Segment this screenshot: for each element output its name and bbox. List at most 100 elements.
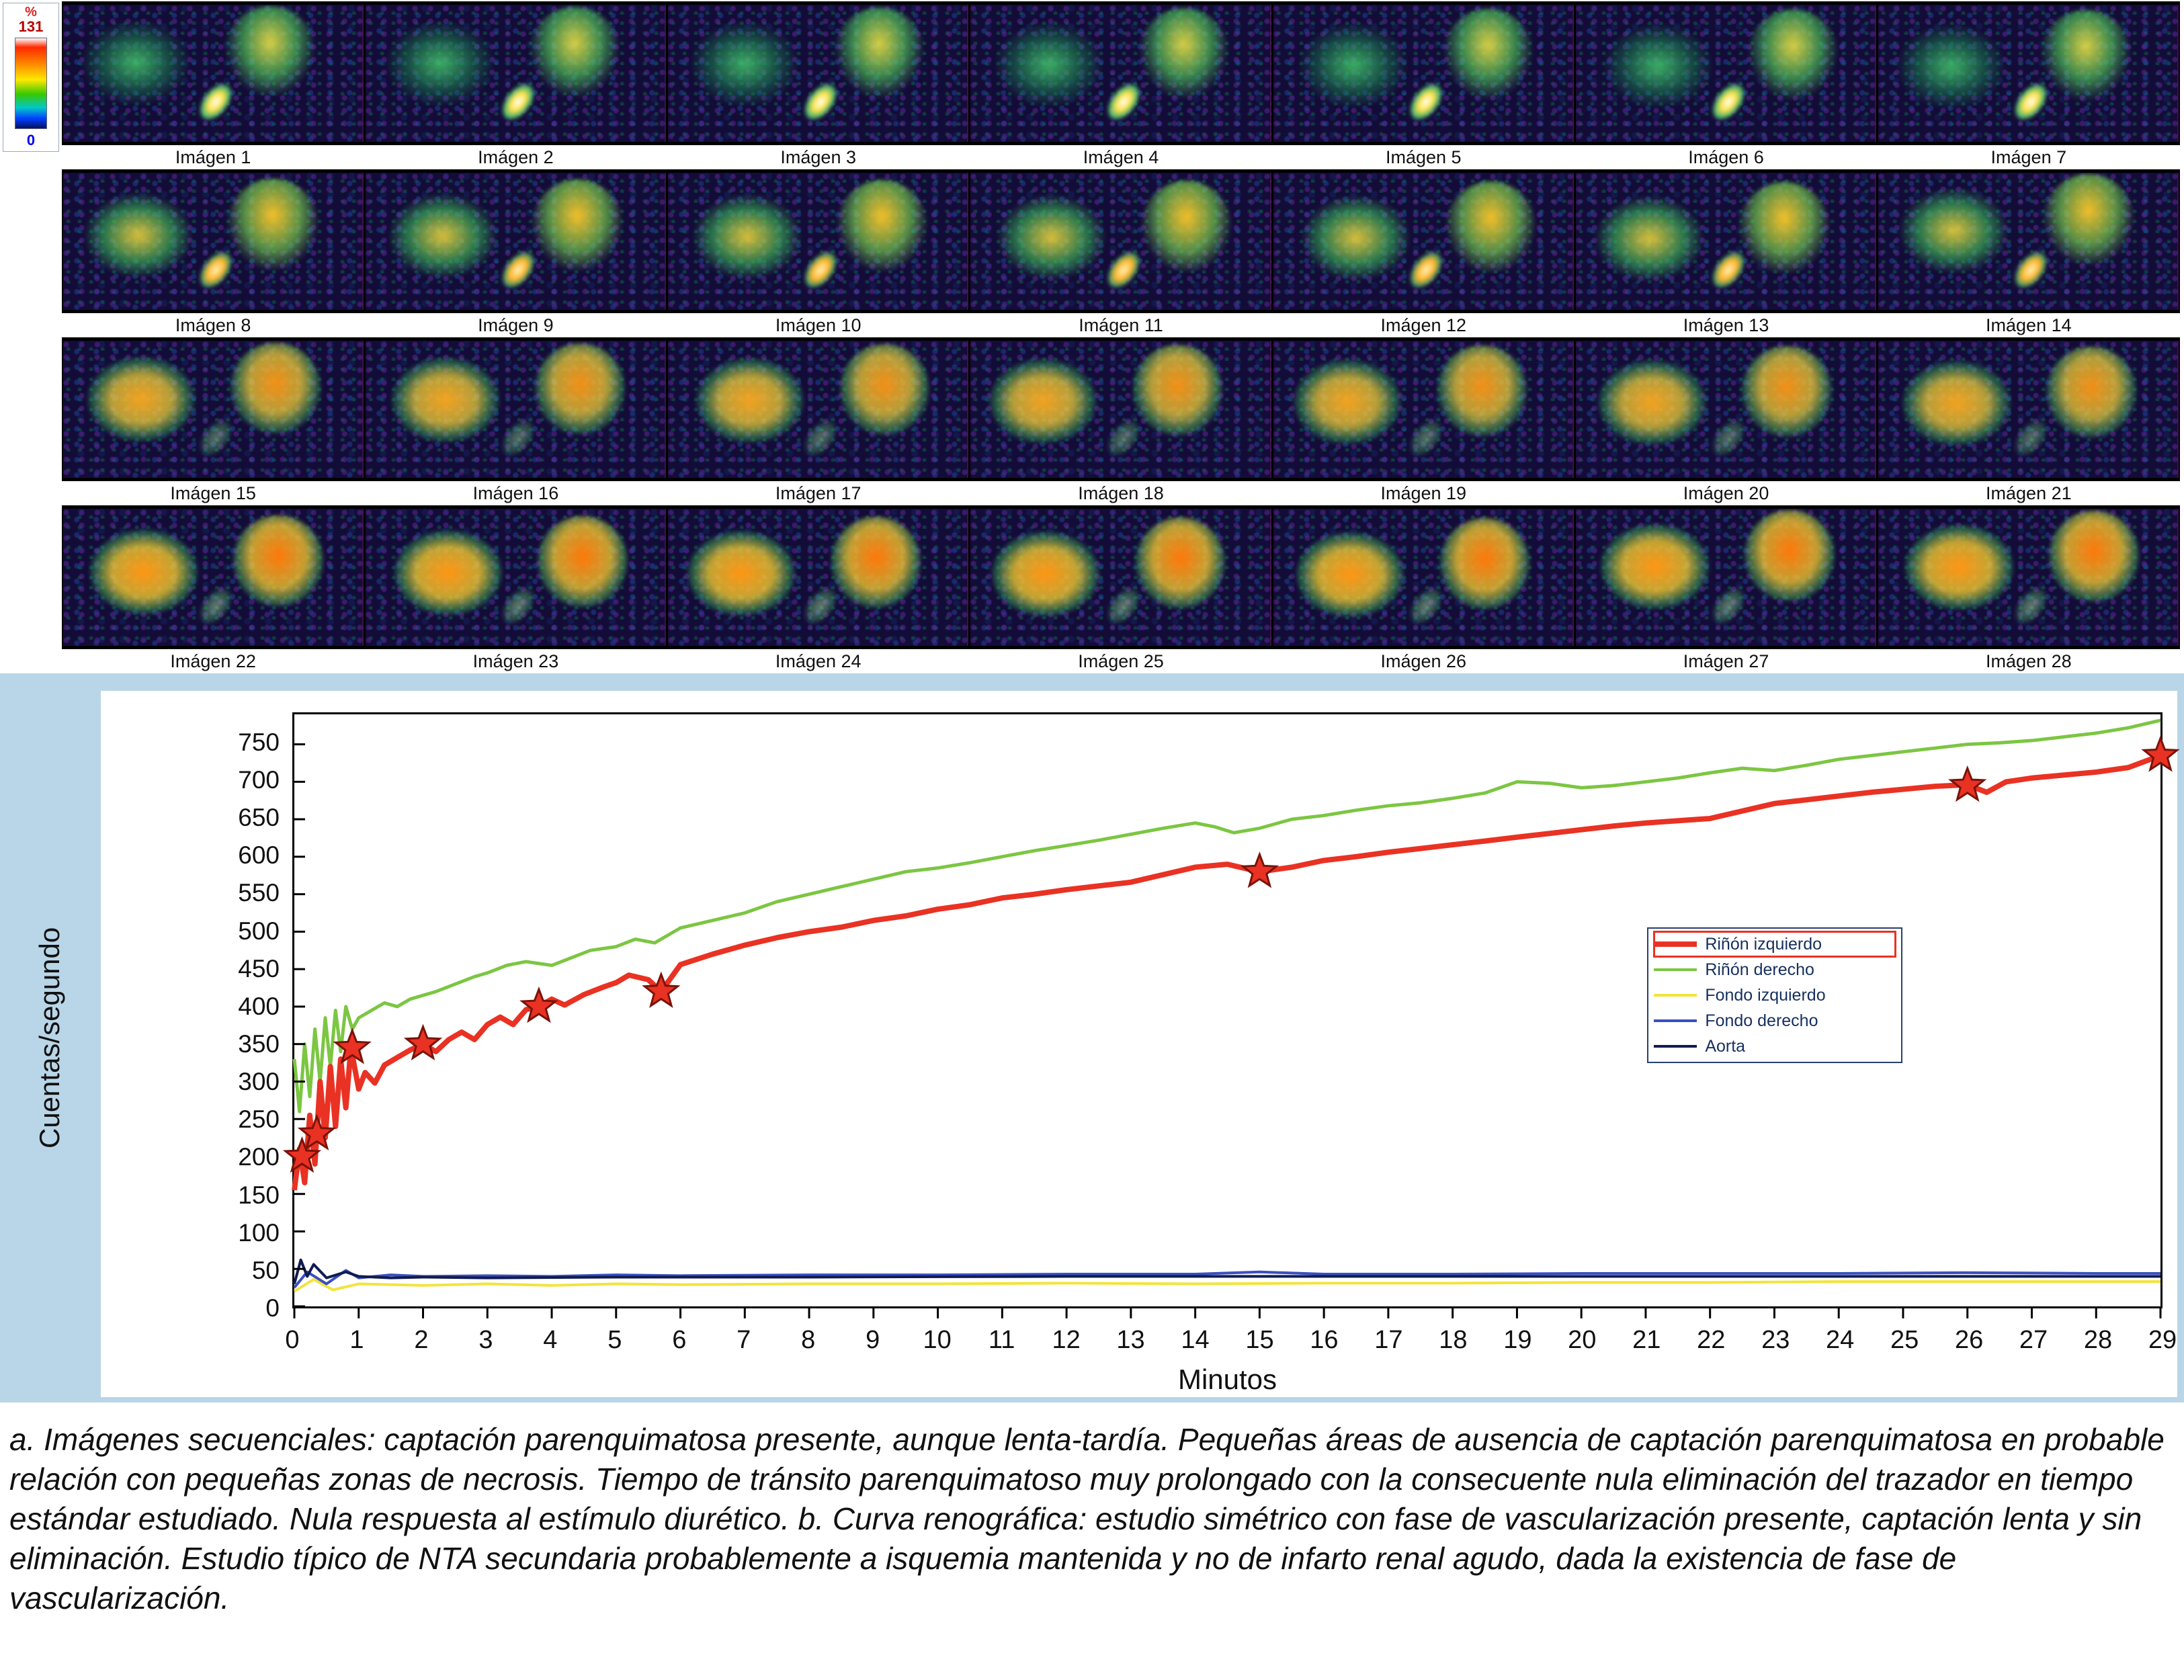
image-label: Imágen 10 xyxy=(775,314,862,335)
left-kidney-blob xyxy=(1141,181,1232,271)
tracer-streak xyxy=(496,582,541,630)
scintigram-image xyxy=(1273,173,1574,310)
image-label: Imágen 18 xyxy=(1078,482,1164,503)
x-tick-label: 6 xyxy=(672,1326,687,1354)
left-kidney-blob xyxy=(233,515,323,606)
legend-item: Riñón derecho xyxy=(1654,957,1896,982)
left-kidney-blob xyxy=(1138,8,1229,99)
tracer-streak xyxy=(194,78,238,126)
star-marker xyxy=(519,986,558,1023)
left-kidney-blob xyxy=(532,179,622,270)
left-kidney-blob xyxy=(837,180,927,271)
y-tick-label: 750 xyxy=(238,728,280,756)
x-tick-label: 15 xyxy=(1245,1326,1274,1354)
y-tick-label: 500 xyxy=(238,917,280,945)
right-kidney-blob xyxy=(989,358,1097,444)
y-tick-label: 550 xyxy=(238,879,280,907)
x-tick-label: 17 xyxy=(1374,1326,1403,1354)
tracer-streak xyxy=(1403,582,1448,630)
legend-swatch xyxy=(1654,941,1697,948)
star-marker xyxy=(1948,765,1987,802)
image-label-row: Imágen 15 Imágen 16 Imágen 17 Imágen 18 Imág… xyxy=(62,481,2180,505)
image-label: Imágen 5 xyxy=(1385,146,1462,167)
x-tick-label: 3 xyxy=(478,1326,493,1354)
legend-label: Riñón derecho xyxy=(1705,960,1814,979)
image-label: Imágen 25 xyxy=(1078,650,1164,671)
scintigram-image xyxy=(1575,5,1876,142)
scintigram-image xyxy=(1878,173,2179,310)
y-axis-title: Cuentas/segundo xyxy=(34,927,65,1149)
scintigram-image xyxy=(1878,5,2179,142)
legend-item: Aorta xyxy=(1654,1034,1896,1059)
x-tick-label: 22 xyxy=(1697,1326,1726,1354)
image-grid-section: % 131 0 Imágen 1 Imágen 2 Imágen 3 Imágen 4… xyxy=(0,0,2184,673)
tracer-streak xyxy=(1403,414,1448,462)
left-kidney-blob xyxy=(228,179,318,269)
image-row: Imágen 8 Imágen 9 Imágen 10 Imágen 11 Imágen… xyxy=(62,169,2180,337)
left-kidney-blob xyxy=(839,344,930,435)
image-label: Imágen 1 xyxy=(175,146,251,167)
left-kidney-blob xyxy=(1443,9,1534,99)
right-kidney-blob xyxy=(1902,360,2011,446)
right-kidney-blob xyxy=(87,356,195,442)
image-row: Imágen 15 Imágen 16 Imágen 17 Imágen 18 Imág… xyxy=(62,337,2180,505)
image-label: Imágen 16 xyxy=(472,482,559,503)
y-tick-label: 300 xyxy=(238,1068,280,1096)
x-tick-label: 28 xyxy=(2083,1326,2113,1354)
image-strip xyxy=(62,169,2180,313)
color-scale-min-value: 0 xyxy=(26,132,36,149)
scintigram-image xyxy=(668,341,969,478)
right-kidney-blob xyxy=(386,20,494,106)
x-tick-label: 18 xyxy=(1439,1326,1468,1354)
image-label: Imágen 11 xyxy=(1079,314,1163,335)
y-tick-label: 450 xyxy=(238,954,280,982)
right-kidney-blob xyxy=(1294,359,1402,445)
left-kidney-blob xyxy=(1747,9,1838,100)
right-kidney-blob xyxy=(1296,532,1404,618)
right-kidney-blob xyxy=(687,530,796,616)
image-label-row: Imágen 8 Imágen 9 Imágen 10 Imágen 11 Imágen… xyxy=(62,313,2180,337)
x-tick-label: 20 xyxy=(1568,1326,1597,1354)
y-tick-label: 400 xyxy=(238,992,280,1020)
image-label: Imágen 6 xyxy=(1688,146,1764,167)
right-kidney-blob xyxy=(394,530,502,616)
tracer-streak xyxy=(1101,246,1146,294)
left-kidney-blob xyxy=(230,343,321,433)
x-tick-label: 16 xyxy=(1310,1326,1339,1354)
tracer-streak xyxy=(1706,582,1751,630)
x-tick-label: 1 xyxy=(349,1326,364,1354)
x-tick-label: 23 xyxy=(1761,1326,1790,1354)
y-tick-label: 250 xyxy=(238,1105,280,1134)
tracer-streak xyxy=(496,78,541,126)
scintigram-image xyxy=(970,5,1271,142)
scintigram-image xyxy=(366,5,667,142)
x-tick-label: 26 xyxy=(1954,1326,1984,1354)
image-label: Imágen 13 xyxy=(1683,314,1769,335)
tracer-streak xyxy=(496,246,541,294)
image-label-row: Imágen 22 Imágen 23 Imágen 24 Imágen 25 Imág… xyxy=(62,649,2180,673)
right-kidney-blob xyxy=(992,531,1100,617)
scintigram-image xyxy=(63,5,364,142)
image-label-row: Imágen 1 Imágen 2 Imágen 3 Imágen 4 Imágen 5… xyxy=(62,145,2180,169)
legend: Riñón izquierdo Riñón derecho Fondo izquie… xyxy=(1647,927,1903,1064)
scintigram-image xyxy=(1878,509,2179,646)
star-marker xyxy=(282,1136,322,1173)
x-tick-label: 9 xyxy=(866,1326,880,1354)
right-kidney-blob xyxy=(81,19,190,106)
y-tick-label: 0 xyxy=(265,1294,280,1322)
tracer-streak xyxy=(1706,78,1751,126)
left-kidney-blob xyxy=(2046,347,2136,437)
color-scale: % 131 0 xyxy=(3,3,59,152)
y-tick-label: 700 xyxy=(238,766,280,794)
left-kidney-blob xyxy=(1445,181,1536,272)
x-tick-label: 5 xyxy=(607,1326,622,1354)
image-label: Imágen 28 xyxy=(1986,650,2072,671)
star-marker xyxy=(403,1023,443,1061)
tracer-streak xyxy=(496,414,541,462)
right-kidney-blob xyxy=(1900,187,2008,274)
image-label: Imágen 4 xyxy=(1083,146,1159,167)
left-kidney-blob xyxy=(1135,517,1226,608)
scintigram-image xyxy=(63,509,364,646)
tracer-streak xyxy=(798,246,843,294)
right-kidney-blob xyxy=(1300,22,1408,108)
